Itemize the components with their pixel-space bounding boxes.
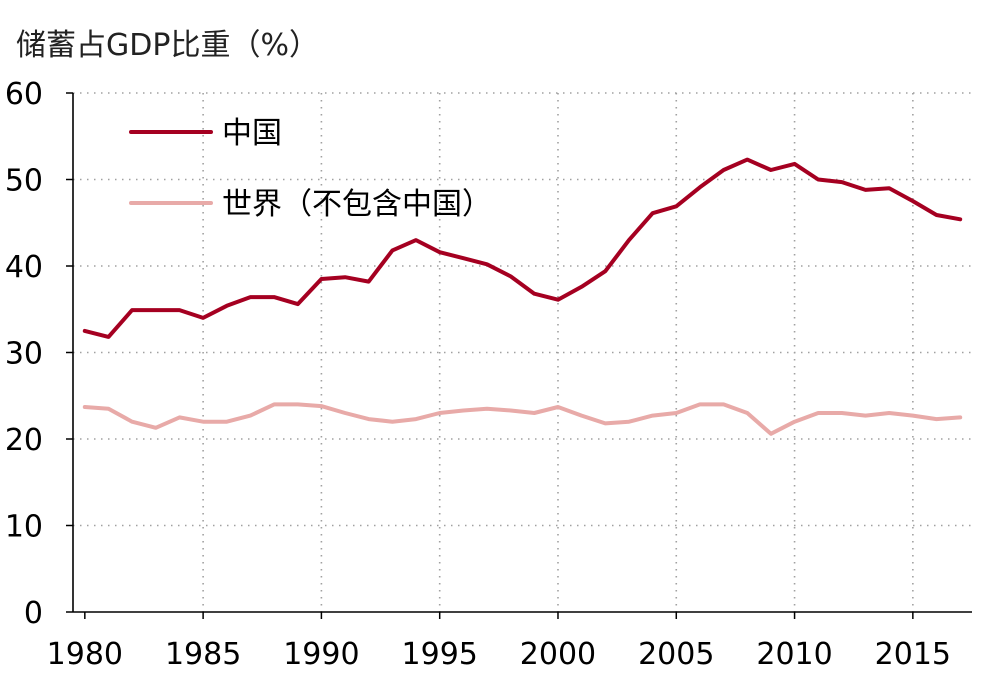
x-tick-label: 2015 — [875, 637, 951, 672]
y-tick-label: 0 — [24, 596, 43, 631]
y-tick-label: 50 — [5, 164, 43, 199]
legend-label-0: 中国 — [222, 116, 282, 151]
y-tick-label: 60 — [5, 77, 43, 112]
x-tick-label: 1995 — [402, 637, 478, 672]
grid-layer — [73, 92, 972, 612]
x-tick-label: 2000 — [520, 637, 596, 672]
y-tick-label: 30 — [5, 337, 43, 372]
legend-label-1: 世界（不包含中国） — [222, 187, 492, 222]
x-tick-label: 1990 — [283, 637, 359, 672]
x-tick-label: 2005 — [638, 637, 714, 672]
series-line-0 — [82, 157, 963, 339]
chart-title: 储蓄占GDP比重（%） — [16, 28, 319, 63]
x-tick-label: 1980 — [47, 637, 123, 672]
axis-layer: 0 10 20 30 40 50 60 1980 1985 1990 1995 2000 2005 201… — [5, 77, 972, 672]
y-tick-label: 20 — [5, 423, 43, 458]
y-tick-label: 40 — [5, 250, 43, 285]
x-tick-label: 1985 — [165, 637, 241, 672]
y-tick-label: 10 — [5, 510, 43, 545]
x-tick-label: 2010 — [756, 637, 832, 672]
series-line-1 — [82, 402, 963, 436]
series-layer — [82, 157, 963, 436]
